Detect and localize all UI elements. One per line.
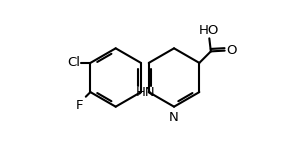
Text: HO: HO: [198, 24, 219, 37]
Text: Cl: Cl: [67, 56, 80, 69]
Text: HN: HN: [136, 86, 155, 99]
Text: O: O: [226, 44, 237, 57]
Text: N: N: [169, 111, 179, 124]
Text: F: F: [76, 99, 83, 112]
